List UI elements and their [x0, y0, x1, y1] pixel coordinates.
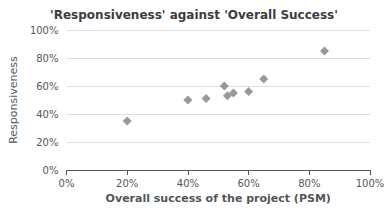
- svg-text:100%: 100%: [30, 25, 59, 36]
- svg-text:40%: 40%: [36, 109, 58, 120]
- svg-text:100%: 100%: [356, 178, 385, 189]
- svg-text:Responsiveness: Responsiveness: [7, 56, 20, 144]
- svg-text:60%: 60%: [36, 81, 58, 92]
- svg-text:60%: 60%: [237, 178, 259, 189]
- svg-text:40%: 40%: [177, 178, 199, 189]
- svg-text:'Responsiveness' against 'Over: 'Responsiveness' against 'Overall Succes…: [50, 8, 338, 22]
- svg-text:20%: 20%: [36, 137, 58, 148]
- svg-text:Overall success of the project: Overall success of the project (PSM): [106, 192, 331, 205]
- svg-text:0%: 0%: [43, 165, 59, 176]
- svg-text:80%: 80%: [298, 178, 320, 189]
- svg-text:20%: 20%: [116, 178, 138, 189]
- svg-text:0%: 0%: [59, 178, 75, 189]
- svg-text:80%: 80%: [36, 53, 58, 64]
